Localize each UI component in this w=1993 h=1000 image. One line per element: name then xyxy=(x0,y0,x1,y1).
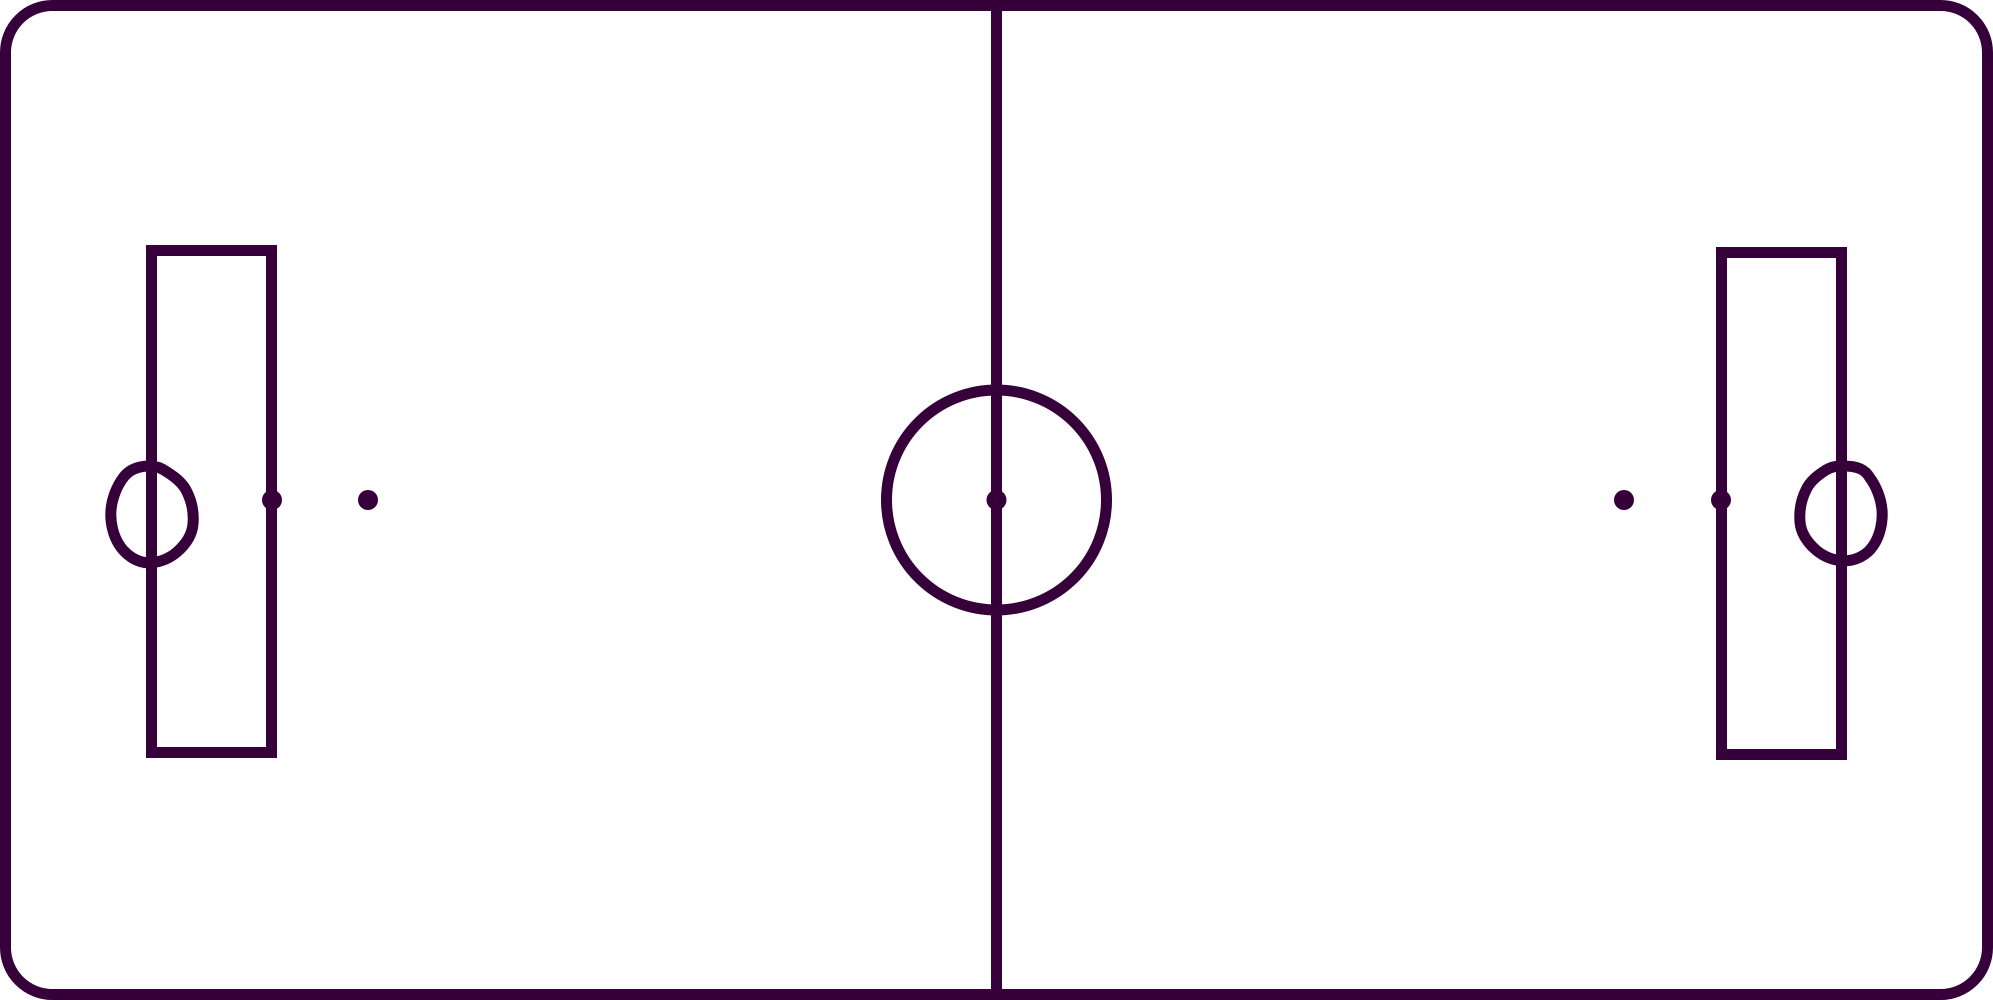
center-spot xyxy=(986,490,1007,510)
left-penalty-spot xyxy=(262,490,282,510)
right-goal xyxy=(1794,460,1888,567)
right-second-penalty-spot xyxy=(1614,490,1634,510)
right-penalty-box xyxy=(1716,247,1847,760)
left-penalty-box xyxy=(146,245,277,758)
left-second-penalty-spot xyxy=(358,490,378,510)
left-goal xyxy=(105,460,199,569)
center-circle xyxy=(881,384,1112,616)
right-penalty-spot xyxy=(1711,490,1731,510)
